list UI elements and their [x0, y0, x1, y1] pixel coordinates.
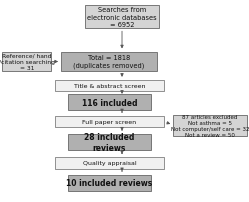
Text: 116 included: 116 included: [82, 98, 137, 107]
FancyBboxPatch shape: [55, 116, 164, 127]
Text: Title & abstract screen: Title & abstract screen: [74, 84, 145, 89]
FancyBboxPatch shape: [173, 115, 247, 136]
FancyBboxPatch shape: [61, 53, 157, 72]
Text: 28 included
reviews: 28 included reviews: [84, 132, 135, 153]
FancyBboxPatch shape: [68, 134, 151, 150]
Text: Reference/ hand
/citation searching
= 31: Reference/ hand /citation searching = 31: [0, 54, 55, 71]
Text: Quality appraisal: Quality appraisal: [83, 161, 136, 166]
FancyBboxPatch shape: [68, 175, 151, 191]
FancyBboxPatch shape: [55, 81, 164, 92]
Text: 87 articles excluded
Not asthma = 5
Not computer/self care = 32
Not a review = 5: 87 articles excluded Not asthma = 5 Not …: [171, 114, 249, 138]
FancyBboxPatch shape: [85, 6, 159, 29]
Text: Total = 1818
(duplicates removed): Total = 1818 (duplicates removed): [73, 55, 145, 69]
Text: 10 included reviews: 10 included reviews: [66, 178, 153, 187]
FancyBboxPatch shape: [2, 53, 51, 72]
FancyBboxPatch shape: [55, 158, 164, 169]
FancyBboxPatch shape: [68, 95, 151, 110]
Text: Searches from
electronic databases
= 6952: Searches from electronic databases = 695…: [87, 7, 157, 28]
Text: Full paper screen: Full paper screen: [82, 119, 137, 124]
